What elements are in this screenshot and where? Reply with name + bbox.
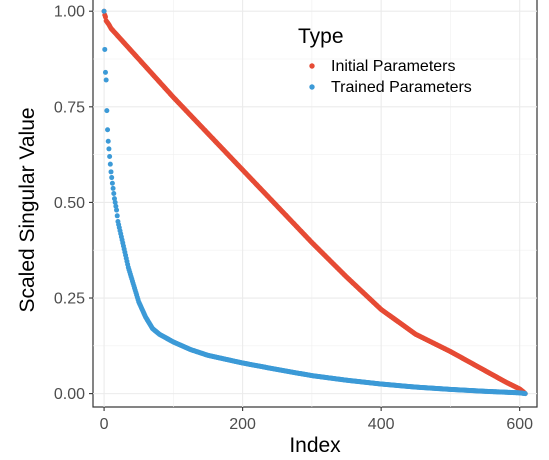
point-trained-parameters — [103, 77, 109, 83]
y-axis-title: Scaled Singular Value — [16, 107, 39, 312]
y-axis-ticks: 0.00 0.25 0.50 0.75 1.00 — [54, 4, 93, 403]
legend-label-initial-parameters: Initial Parameters — [331, 58, 456, 75]
legend-title: Type — [298, 25, 344, 48]
y-tick-label: 0.50 — [54, 195, 85, 212]
point-trained-parameters — [109, 180, 115, 186]
point-trained-parameters — [105, 138, 111, 144]
point-trained-parameters — [111, 196, 117, 202]
y-tick-label: 0.75 — [54, 99, 85, 116]
point-trained-parameters — [106, 146, 112, 152]
point-trained-parameters — [107, 161, 113, 167]
point-trained-parameters — [102, 69, 108, 75]
x-tick-label: 600 — [506, 416, 533, 433]
legend: Type Initial Parameters Trained Paramete… — [298, 25, 472, 96]
point-trained-parameters — [111, 190, 117, 196]
y-tick-label: 0.00 — [54, 386, 85, 403]
legend-key-trained-parameters — [309, 84, 315, 90]
grid-lines — [93, 0, 537, 407]
point-trained-parameters — [104, 108, 110, 114]
point-trained-parameters — [113, 203, 119, 209]
data-points — [101, 8, 528, 397]
point-trained-parameters — [101, 8, 107, 14]
point-trained-parameters — [105, 127, 111, 133]
point-trained-parameters — [108, 169, 114, 175]
legend-key-initial-parameters — [309, 63, 315, 69]
y-tick-label: 0.25 — [54, 291, 85, 308]
legend-label-trained-parameters: Trained Parameters — [331, 79, 472, 96]
y-tick-label: 1.00 — [54, 4, 85, 21]
point-initial-parameters — [102, 14, 108, 20]
point-trained-parameters — [107, 154, 113, 160]
x-axis-ticks: 0 200 400 600 — [100, 407, 533, 433]
point-trained-parameters — [112, 199, 118, 205]
x-axis-title: Index — [289, 434, 341, 457]
x-tick-label: 0 — [100, 416, 109, 433]
point-trained-parameters — [114, 207, 120, 213]
point-trained-parameters — [522, 391, 528, 397]
point-trained-parameters — [109, 175, 115, 181]
point-trained-parameters — [110, 185, 116, 191]
point-trained-parameters — [114, 213, 120, 219]
x-tick-label: 400 — [368, 416, 395, 433]
point-trained-parameters — [102, 46, 108, 52]
x-tick-label: 200 — [229, 416, 256, 433]
